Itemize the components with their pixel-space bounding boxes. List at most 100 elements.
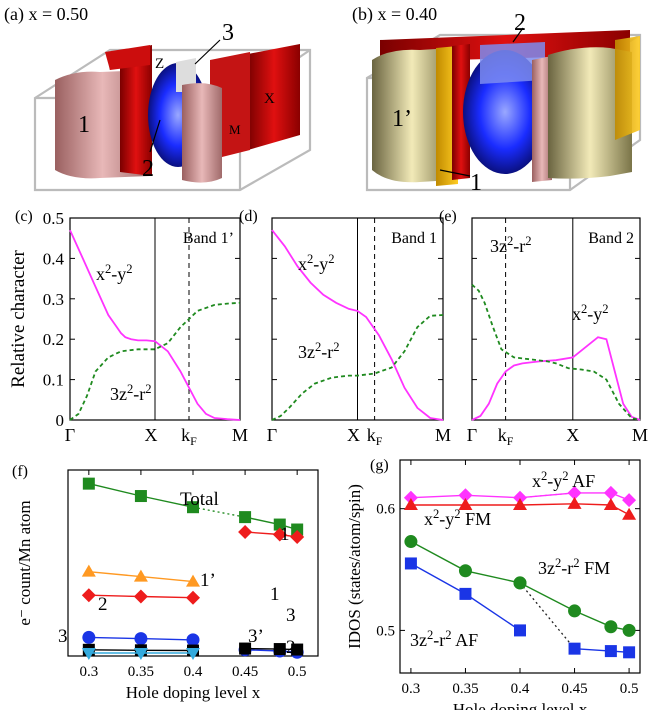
marker bbox=[622, 507, 637, 520]
marker bbox=[186, 574, 200, 587]
x-tick-label: Γ bbox=[267, 425, 277, 445]
series-label: 1 bbox=[270, 584, 280, 605]
series-line bbox=[519, 582, 630, 632]
series-label: x2-y2 AF bbox=[532, 469, 595, 491]
marker bbox=[403, 490, 418, 505]
series-3z2-r2-AF bbox=[568, 642, 636, 659]
x-tick-label: kF bbox=[181, 425, 197, 448]
dotted-link bbox=[519, 582, 576, 650]
plot-frame bbox=[471, 217, 641, 421]
x-tick-label: 0.45 bbox=[232, 664, 258, 680]
series-2 bbox=[82, 630, 200, 647]
series-label: 3z2-r2 AF bbox=[410, 628, 478, 650]
series-x2-y2-AF bbox=[403, 485, 637, 508]
x-tick-label: M bbox=[632, 425, 648, 445]
x-tick-label: kF bbox=[367, 425, 383, 448]
marker bbox=[603, 498, 618, 511]
series-3z2-r2 bbox=[471, 284, 641, 421]
annotation-3z2-r2: 3z2-r2 bbox=[298, 340, 340, 362]
marker bbox=[133, 589, 148, 604]
panel-b-label: (b) x = 0.40 bbox=[352, 4, 437, 25]
panel-label-d: (d) bbox=[239, 208, 258, 225]
marker bbox=[567, 485, 582, 500]
marker bbox=[568, 604, 582, 618]
fs-b-label-2: 2 bbox=[514, 10, 526, 36]
y-tick-label: 0.5 bbox=[43, 209, 64, 228]
chart-g: 0.3 0.35 0.4 0.45 0.5 0.5 0.6 Hole doping level… bbox=[345, 457, 641, 710]
x-tick-label: Γ bbox=[467, 425, 477, 445]
x-tick-label: 0.45 bbox=[561, 681, 587, 697]
marker bbox=[404, 535, 418, 549]
marker bbox=[458, 564, 472, 578]
panel-title-d: Band 1 bbox=[391, 230, 437, 247]
series-label: 1’ bbox=[200, 570, 216, 591]
panel-label-c: (c) bbox=[15, 208, 33, 225]
annotation-x2-y2: x2-y2 bbox=[572, 302, 609, 324]
fs-a-label-3: 3 bbox=[222, 20, 234, 46]
marker bbox=[186, 633, 200, 647]
series-3z2-r2-AF bbox=[404, 557, 526, 637]
y-tick-label: 0.6 bbox=[376, 502, 395, 518]
marker bbox=[134, 632, 148, 646]
marker bbox=[82, 477, 95, 490]
fs-a-point-m: M bbox=[229, 122, 241, 137]
dotted-link bbox=[192, 506, 246, 518]
panel-label-f: (f) bbox=[12, 463, 28, 480]
panel-title-e: Band 2 bbox=[588, 230, 634, 247]
marker bbox=[513, 576, 527, 590]
annotation-3z2-r2: 3z2-r2 bbox=[490, 234, 532, 256]
panel-a-label: (a) x = 0.50 bbox=[4, 4, 88, 25]
annotation-x2-y2: x2-y2 bbox=[298, 252, 335, 274]
x-tick-label: 0.4 bbox=[184, 664, 203, 680]
x-tick-label: X bbox=[347, 425, 360, 445]
x-tick-label: X bbox=[566, 425, 579, 445]
x-tick-label: Γ bbox=[65, 425, 75, 445]
x-tick-label: 0.5 bbox=[288, 664, 307, 680]
marker bbox=[458, 488, 473, 503]
x-tick-label: kF bbox=[498, 425, 514, 448]
marker bbox=[273, 643, 286, 656]
annotation-3z2-r2: 3z2-r2 bbox=[110, 382, 152, 404]
marker bbox=[81, 648, 96, 661]
series-Total bbox=[239, 511, 304, 536]
series-x2-y2-FM bbox=[403, 496, 637, 520]
fs-a-point-z: Z bbox=[155, 56, 164, 72]
x-tick-label: 0.4 bbox=[511, 681, 530, 697]
fs-sheet-1-prime bbox=[372, 48, 452, 183]
x-tick-label: 0.3 bbox=[79, 664, 98, 680]
series-label: x2-y2 FM bbox=[424, 507, 491, 529]
marker bbox=[291, 523, 304, 536]
series-label: 2 bbox=[286, 637, 296, 658]
panel-title-c: Band 1’ bbox=[183, 230, 234, 247]
x-tick-label: 0.35 bbox=[452, 681, 478, 697]
series-1 bbox=[81, 588, 200, 605]
marker bbox=[133, 648, 148, 661]
marker bbox=[604, 620, 618, 634]
marker bbox=[272, 527, 287, 542]
y-tick-label: 0.4 bbox=[43, 249, 65, 268]
marker bbox=[404, 557, 417, 570]
y-tick-label: 0.1 bbox=[43, 371, 64, 390]
series-label: 1 bbox=[280, 524, 290, 545]
x-tick-label: 0.5 bbox=[620, 681, 639, 697]
fs-a-point-x: X bbox=[264, 91, 275, 107]
marker bbox=[604, 645, 617, 658]
marker bbox=[622, 623, 636, 637]
chart-f: 0.3 0.35 0.4 0.45 0.5 Hole doping level x e⁻ c… bbox=[12, 463, 319, 702]
marker bbox=[81, 564, 96, 577]
fs-sheet-red-right bbox=[248, 44, 300, 150]
series-3 bbox=[239, 642, 304, 656]
marker bbox=[567, 496, 582, 509]
y-axis-label: IDOS (states/atom/spin) bbox=[345, 484, 364, 649]
marker bbox=[273, 518, 286, 531]
marker bbox=[186, 648, 200, 661]
marker bbox=[568, 642, 581, 655]
annotation-x2-y2: x2-y2 bbox=[96, 262, 133, 284]
series-3z2-r2 bbox=[69, 301, 241, 421]
series-3z2-r2-FM bbox=[404, 535, 527, 590]
marker bbox=[513, 498, 527, 511]
y-axis-label: Relative character bbox=[8, 250, 29, 388]
